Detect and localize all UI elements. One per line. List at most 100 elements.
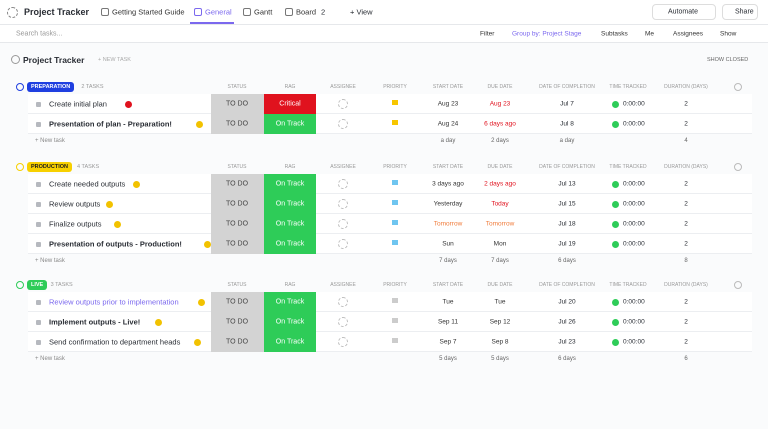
rag-cell bbox=[264, 292, 316, 312]
timer-icon bbox=[612, 338, 619, 346]
time-tracked: 0:00:00 bbox=[623, 100, 645, 108]
rag[interactable]: On Track bbox=[275, 338, 305, 346]
priority-flag bbox=[392, 240, 398, 245]
status-cell bbox=[211, 292, 264, 312]
rag[interactable]: On Track bbox=[275, 180, 305, 188]
due-date: Tue bbox=[494, 298, 506, 306]
task-name[interactable]: Create needed outputs bbox=[49, 179, 126, 189]
priority-flag bbox=[392, 298, 398, 303]
status[interactable]: TO DO bbox=[225, 120, 249, 128]
toolbar-item[interactable]: Group by: Project Stage bbox=[512, 30, 582, 38]
rag[interactable]: Critical bbox=[279, 100, 301, 108]
status[interactable]: TO DO bbox=[225, 240, 249, 248]
tab[interactable]: Getting Started Guide bbox=[112, 7, 185, 17]
status[interactable]: TO DO bbox=[225, 100, 249, 108]
duration: 2 bbox=[684, 298, 688, 306]
footer-new-task[interactable]: + New task bbox=[35, 138, 65, 144]
column-header: TIME TRACKED bbox=[609, 164, 647, 170]
completion-date: Jul 19 bbox=[558, 240, 576, 248]
status[interactable]: TO DO bbox=[225, 338, 249, 346]
rag[interactable]: On Track bbox=[275, 318, 305, 326]
time-tracked: 0:00:00 bbox=[623, 200, 645, 208]
due-date: Mon bbox=[493, 240, 507, 248]
status[interactable]: TO DO bbox=[225, 318, 249, 326]
rag[interactable]: On Track bbox=[275, 240, 305, 248]
toolbar-item[interactable]: Assignees bbox=[673, 30, 703, 38]
toolbar-item[interactable]: Filter bbox=[480, 30, 495, 38]
tab[interactable]: Gantt bbox=[254, 7, 273, 17]
task-name[interactable]: Finalize outputs bbox=[49, 219, 102, 229]
timer-icon bbox=[612, 100, 619, 108]
show-closed[interactable]: SHOW CLOSED bbox=[707, 57, 749, 63]
assignee-icon bbox=[338, 119, 348, 129]
task-name[interactable]: Implement outputs - Live! bbox=[49, 317, 141, 327]
completion-date: Jul 23 bbox=[558, 338, 576, 346]
completion-date: Jul 7 bbox=[560, 100, 574, 108]
priority-flag bbox=[392, 220, 398, 225]
task-name[interactable]: Presentation of plan - Preparation! bbox=[49, 119, 172, 129]
add-column bbox=[734, 163, 742, 171]
status[interactable]: TO DO bbox=[225, 200, 249, 208]
column-header: TIME TRACKED bbox=[609, 84, 647, 90]
column-header: STATUS bbox=[227, 164, 247, 170]
completion-date: Jul 18 bbox=[558, 220, 576, 228]
completion-date: Jul 15 bbox=[558, 200, 576, 208]
task-name[interactable]: Presentation of outputs - Production! bbox=[49, 239, 182, 249]
status[interactable]: TO DO bbox=[225, 180, 249, 188]
priority-flag bbox=[392, 318, 398, 323]
task-name[interactable]: Review outputs bbox=[49, 199, 101, 209]
start-date: Sep 11 bbox=[437, 318, 459, 326]
group-badge: PREPARATION bbox=[27, 82, 75, 92]
tab[interactable]: Board bbox=[296, 7, 317, 17]
share[interactable]: Share bbox=[735, 8, 754, 16]
search[interactable]: Search tasks... bbox=[16, 30, 63, 38]
due-date: Aug 23 bbox=[489, 100, 511, 108]
footer-new-task[interactable]: + New task bbox=[35, 258, 65, 264]
board-count[interactable]: 2 bbox=[321, 7, 326, 17]
automate[interactable]: Automate bbox=[668, 8, 698, 16]
footer-new-task[interactable]: + New task bbox=[35, 356, 65, 362]
list-title: Project Tracker bbox=[23, 55, 85, 65]
timer-icon bbox=[612, 318, 619, 326]
task-row bbox=[28, 292, 752, 312]
footer-start: a day bbox=[440, 138, 456, 144]
rag[interactable]: On Track bbox=[275, 298, 305, 306]
task-name[interactable]: Review outputs prior to implementation bbox=[49, 297, 179, 307]
rag[interactable]: On Track bbox=[275, 200, 305, 208]
task-name[interactable]: Create initial plan bbox=[49, 99, 107, 109]
rag-cell bbox=[264, 312, 316, 332]
status[interactable]: TO DO bbox=[225, 220, 249, 228]
task-name[interactable]: Send confirmation to department heads bbox=[49, 337, 181, 347]
toolbar-item[interactable]: Subtasks bbox=[601, 30, 628, 38]
rag[interactable]: On Track bbox=[275, 120, 305, 128]
completion-date: Jul 13 bbox=[558, 180, 576, 188]
rag-cell bbox=[264, 332, 316, 352]
new-task[interactable]: + NEW TASK bbox=[98, 57, 131, 63]
toolbar-item[interactable]: Me bbox=[645, 30, 655, 38]
task-bullet bbox=[36, 241, 41, 247]
status[interactable]: TO DO bbox=[225, 298, 249, 306]
start-date: Yesterday bbox=[433, 200, 463, 208]
due-date: Sep 8 bbox=[491, 338, 509, 346]
tab-icon bbox=[194, 8, 202, 16]
assignee-icon bbox=[338, 219, 348, 229]
task-bullet bbox=[36, 181, 41, 187]
status-cell bbox=[211, 214, 264, 234]
duration: 2 bbox=[684, 120, 688, 128]
column-header: DURATION (DAYS) bbox=[664, 84, 708, 90]
status-cell bbox=[211, 114, 264, 134]
task-bullet bbox=[36, 299, 41, 305]
column-header: DUE DATE bbox=[487, 164, 513, 170]
task-bullet bbox=[36, 101, 41, 107]
toolbar-item[interactable]: Show bbox=[720, 30, 737, 38]
task-row bbox=[28, 234, 752, 254]
rag[interactable]: On Track bbox=[275, 220, 305, 228]
tab[interactable]: General bbox=[205, 7, 232, 17]
task-icon bbox=[125, 100, 133, 108]
toolbar bbox=[0, 25, 768, 43]
timer-icon bbox=[612, 220, 619, 228]
column-header: DUE DATE bbox=[487, 282, 513, 288]
timer-icon bbox=[612, 240, 619, 248]
add-view[interactable]: + View bbox=[350, 7, 373, 17]
task-row bbox=[28, 194, 752, 214]
